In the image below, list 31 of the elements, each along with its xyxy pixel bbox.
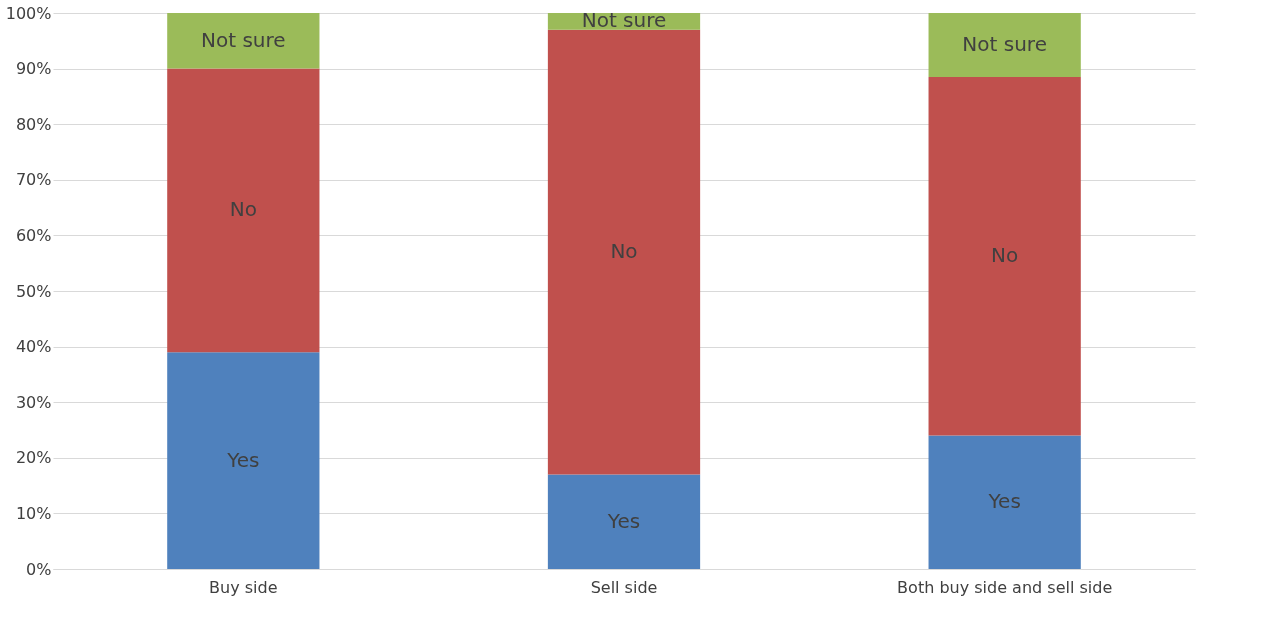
text: Not sure: [962, 31, 1047, 56]
y-tick-label: 80%: [15, 114, 52, 134]
x-tick-label: Buy side: [209, 577, 278, 597]
bar: [167, 13, 320, 69]
text: Not sure: [201, 27, 286, 52]
x-tick-label: Sell side: [590, 577, 658, 597]
y-tick-label: 20%: [15, 448, 52, 468]
text: No: [991, 243, 1019, 268]
y-tick-label: 70%: [15, 170, 52, 190]
y-tick-label: 90%: [15, 59, 52, 79]
series-label: Not sure: [581, 8, 667, 33]
series-label: No: [610, 239, 638, 264]
bar: [547, 29, 701, 475]
series-label: Yes: [606, 508, 641, 533]
bar: [547, 474, 701, 569]
y-tick-label: 100%: [5, 3, 52, 23]
y-tick-label: 0%: [26, 559, 52, 579]
bar: [167, 352, 320, 569]
bar: [928, 76, 1081, 436]
x-tick-label: Both buy side and sell side: [897, 577, 1113, 597]
y-tick-label: 40%: [15, 337, 52, 357]
bar: [167, 68, 320, 353]
bar: [928, 13, 1081, 77]
y-tick-label: 60%: [15, 225, 52, 245]
text: No: [229, 197, 257, 222]
text: Yes: [227, 447, 260, 472]
y-tick-label: 30%: [15, 392, 52, 412]
text: Yes: [988, 489, 1021, 514]
bar: [928, 435, 1081, 569]
y-tick-label: 10%: [15, 503, 52, 523]
y-tick-label: 50%: [15, 281, 52, 301]
